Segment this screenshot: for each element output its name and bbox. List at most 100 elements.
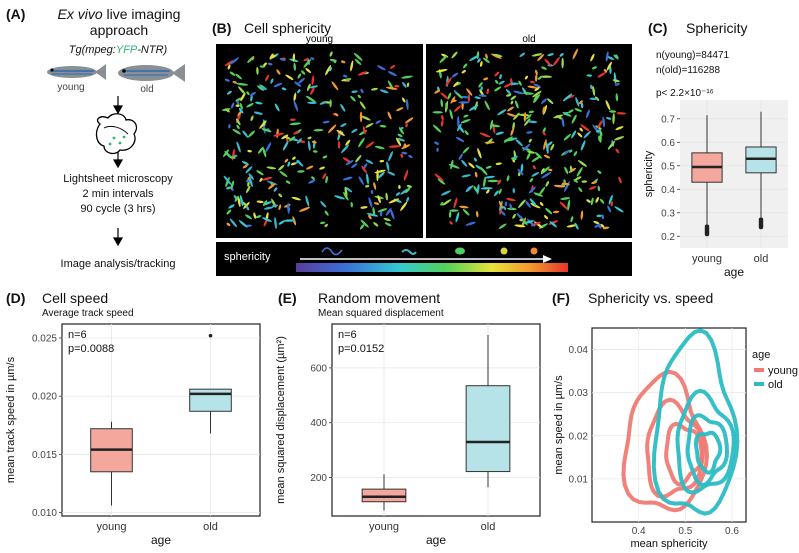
cell-mark bbox=[509, 203, 513, 210]
cell-mark bbox=[229, 71, 236, 76]
cell-mark bbox=[458, 101, 470, 104]
cell-mark bbox=[562, 93, 573, 102]
cell-mark bbox=[466, 88, 473, 96]
cell-mark bbox=[600, 223, 605, 228]
cell-mark bbox=[440, 190, 451, 196]
cell-mark bbox=[469, 54, 480, 62]
cell-mark bbox=[505, 94, 512, 97]
cell-mark bbox=[406, 82, 410, 87]
cell-mark bbox=[226, 90, 232, 95]
cell-mark bbox=[246, 91, 250, 96]
cell-mark bbox=[553, 56, 561, 66]
tick-label-y: 0.02 bbox=[569, 431, 589, 442]
cell-mark bbox=[497, 109, 507, 116]
cell-mark bbox=[282, 140, 289, 151]
cell-mark bbox=[437, 178, 446, 185]
cell-mark bbox=[235, 118, 241, 126]
chart-contour: 0.4 0.5 0.6 0.01 0.02 0.03 0.04 mean sphericity… bbox=[553, 327, 798, 550]
cell-mark bbox=[506, 175, 510, 182]
tick-label-y: 0.010 bbox=[32, 508, 57, 519]
cell-mark bbox=[408, 154, 413, 159]
cell-mark bbox=[616, 112, 627, 115]
annotation-text: p=0.0152 bbox=[338, 343, 384, 355]
cell-mark bbox=[366, 213, 379, 217]
cell-mark bbox=[379, 211, 383, 217]
cell-mark bbox=[351, 163, 358, 168]
cell-mark bbox=[360, 206, 368, 209]
cell-mark bbox=[449, 209, 459, 212]
cell-mark bbox=[229, 57, 239, 65]
cell-mark bbox=[263, 200, 268, 207]
cell-mark bbox=[559, 201, 568, 210]
cell-mark bbox=[307, 140, 311, 151]
cell-mark bbox=[274, 103, 280, 112]
cell-mark bbox=[526, 152, 531, 160]
cell-mark bbox=[310, 57, 315, 60]
cell-mark bbox=[484, 175, 496, 179]
y-axis-title: mean speed in µm/s bbox=[553, 375, 565, 475]
cell-mark bbox=[266, 166, 277, 170]
cell-mark bbox=[285, 74, 294, 81]
tick-label-x: old bbox=[481, 521, 496, 533]
cell-mark bbox=[230, 156, 236, 159]
cell-mark bbox=[492, 53, 503, 57]
cell-mark bbox=[552, 210, 560, 214]
cell-mark bbox=[494, 71, 500, 77]
cell-mark bbox=[542, 127, 546, 134]
panel-e-subtitle: Mean squared displacement bbox=[318, 308, 444, 319]
cell-mark bbox=[319, 101, 327, 105]
cell-mark bbox=[237, 196, 241, 208]
shape-icons bbox=[321, 247, 538, 256]
tick-label-y: 0.04 bbox=[569, 345, 589, 356]
annotation-text: n=6 bbox=[338, 329, 357, 341]
image-old-label: old bbox=[522, 34, 536, 45]
cell-mark bbox=[534, 69, 538, 76]
cell-mark bbox=[566, 224, 577, 228]
cell-mark bbox=[543, 139, 547, 151]
cell-mark bbox=[377, 208, 388, 213]
cell-mark bbox=[350, 201, 353, 208]
cell-mark bbox=[503, 83, 512, 88]
cell-mark bbox=[293, 92, 297, 102]
cell-mark bbox=[365, 159, 374, 164]
cell-mark bbox=[232, 80, 237, 84]
cell-mark bbox=[247, 56, 254, 64]
cell-mark bbox=[480, 86, 483, 91]
cell-mark bbox=[571, 130, 577, 139]
cell-mark bbox=[308, 179, 316, 184]
cell-mark bbox=[602, 116, 605, 128]
cell-mark bbox=[250, 115, 254, 121]
cell-mark bbox=[465, 221, 476, 226]
cell-mark bbox=[579, 127, 583, 132]
cell-mark bbox=[462, 146, 470, 154]
cell-mark bbox=[453, 197, 458, 209]
cell-mark bbox=[531, 172, 540, 177]
cell-mark bbox=[545, 142, 549, 155]
cell-mark bbox=[544, 58, 552, 67]
cell-mark bbox=[440, 119, 444, 127]
cell-mark bbox=[479, 89, 484, 96]
cell-mark bbox=[455, 211, 460, 223]
tick-label-x: old bbox=[203, 521, 218, 533]
cell-mark bbox=[514, 224, 526, 228]
cell-mark bbox=[334, 195, 346, 200]
tick-label-x: old bbox=[754, 253, 769, 265]
tick-label-y: 400 bbox=[310, 418, 327, 429]
panel-a-title: Ex vivo live imaging approach bbox=[44, 6, 194, 38]
cell-mark bbox=[603, 68, 608, 73]
cell-mark bbox=[486, 88, 490, 95]
cell-mark bbox=[614, 136, 625, 141]
tick-label-y: 0.025 bbox=[32, 333, 57, 344]
cell-mark bbox=[360, 88, 364, 94]
cell-mark bbox=[287, 161, 291, 167]
cell-mark bbox=[531, 156, 540, 162]
cell-mark bbox=[613, 54, 619, 59]
cell-mark bbox=[450, 96, 456, 104]
outlier-cluster bbox=[758, 217, 764, 230]
cell-mark bbox=[325, 175, 328, 184]
cell-mark bbox=[599, 198, 605, 204]
cell-mark bbox=[528, 110, 535, 114]
cell-mark bbox=[368, 214, 372, 220]
cell-mark bbox=[246, 185, 251, 194]
chart-msd-box: 200 400 600 young old age mean squared displac… bbox=[275, 323, 541, 547]
